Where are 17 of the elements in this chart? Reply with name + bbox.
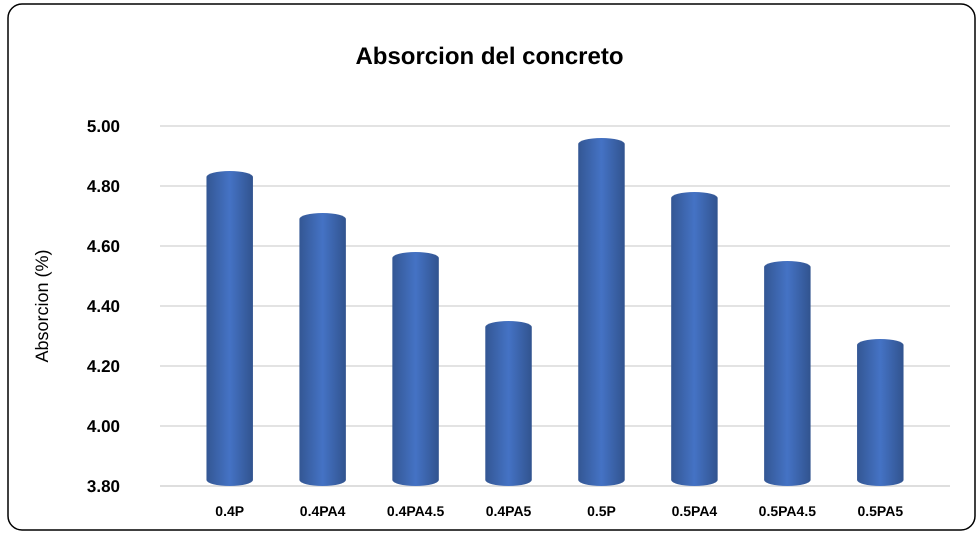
x-tick-label: 0.4PA5 [486, 503, 532, 519]
y-tick-label: 4.00 [86, 416, 120, 436]
x-tick-label: 0.5PA5 [857, 503, 904, 519]
chart-title: Absorcion del concreto [355, 43, 624, 70]
x-tick-label: 0.5P [587, 503, 616, 519]
y-axis-title: Absorcion (%) [32, 249, 52, 363]
x-tick-label: 0.5PA4.5 [758, 503, 816, 519]
y-tick-label: 4.60 [86, 236, 120, 256]
x-tick-label: 0.4PA4.5 [386, 503, 444, 519]
y-tick-label: 4.20 [86, 356, 120, 376]
x-tick-label: 0.4P [215, 503, 244, 519]
y-tick-label: 3.80 [86, 476, 120, 496]
y-tick-label: 4.80 [86, 176, 120, 196]
x-tick-label: 0.5PA4 [672, 503, 718, 519]
y-tick-label: 5.00 [86, 116, 120, 136]
y-tick-label: 4.40 [86, 296, 120, 316]
x-tick-label: 0.4PA4 [300, 503, 346, 519]
